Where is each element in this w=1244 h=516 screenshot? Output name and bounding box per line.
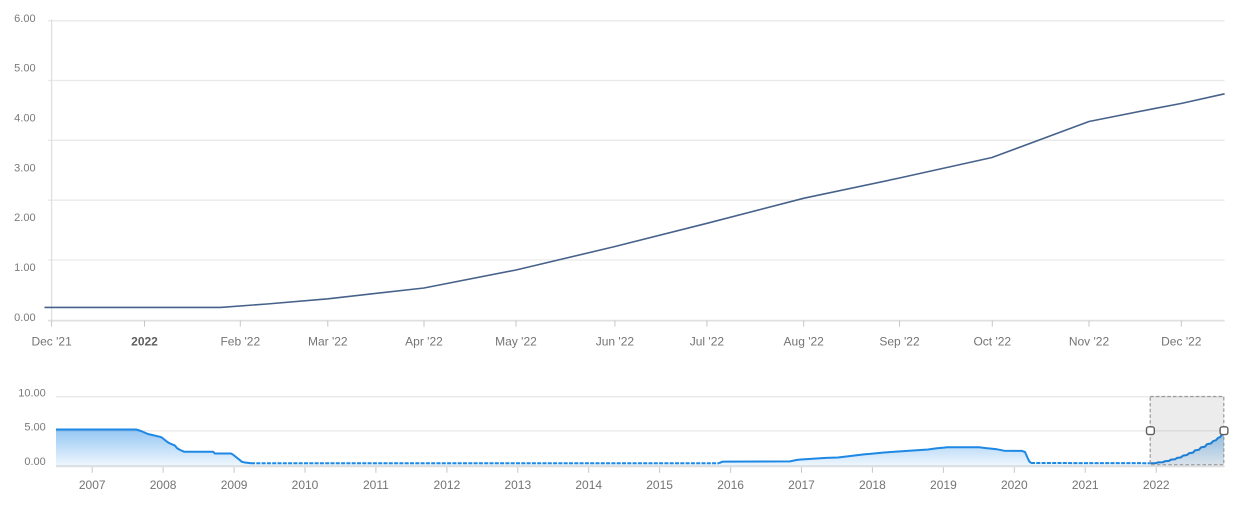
svg-text:2008: 2008 xyxy=(150,478,177,492)
svg-text:2014: 2014 xyxy=(575,478,602,492)
svg-text:2021: 2021 xyxy=(1072,478,1099,492)
svg-text:Nov '22: Nov '22 xyxy=(1069,335,1110,349)
svg-text:Jul '22: Jul '22 xyxy=(690,335,725,349)
svg-text:0.00: 0.00 xyxy=(14,312,35,324)
svg-text:5.00: 5.00 xyxy=(14,63,35,75)
svg-text:Jun '22: Jun '22 xyxy=(596,335,635,349)
svg-text:2017: 2017 xyxy=(788,478,815,492)
svg-text:Apr '22: Apr '22 xyxy=(405,335,443,349)
svg-text:2022: 2022 xyxy=(1143,478,1170,492)
svg-text:2016: 2016 xyxy=(717,478,744,492)
svg-text:3.00: 3.00 xyxy=(14,162,35,174)
svg-text:Oct '22: Oct '22 xyxy=(973,335,1011,349)
svg-text:2015: 2015 xyxy=(646,478,673,492)
svg-text:Mar '22: Mar '22 xyxy=(308,335,348,349)
svg-text:4.00: 4.00 xyxy=(14,113,35,125)
svg-text:Sep '22: Sep '22 xyxy=(879,335,920,349)
svg-text:2012: 2012 xyxy=(434,478,461,492)
svg-text:10.00: 10.00 xyxy=(18,387,46,399)
svg-text:0.00: 0.00 xyxy=(24,456,45,468)
svg-text:May '22: May '22 xyxy=(495,335,537,349)
svg-text:2013: 2013 xyxy=(504,478,531,492)
svg-text:6.00: 6.00 xyxy=(14,13,35,25)
svg-text:2018: 2018 xyxy=(859,478,886,492)
svg-text:1.00: 1.00 xyxy=(14,262,35,274)
svg-text:5.00: 5.00 xyxy=(24,421,45,433)
svg-text:2007: 2007 xyxy=(79,478,106,492)
svg-text:Dec '22: Dec '22 xyxy=(1161,335,1202,349)
svg-text:Dec '21: Dec '21 xyxy=(31,335,72,349)
svg-text:2022: 2022 xyxy=(131,335,158,349)
svg-text:Aug '22: Aug '22 xyxy=(784,335,825,349)
svg-text:Feb '22: Feb '22 xyxy=(220,335,260,349)
svg-text:2011: 2011 xyxy=(363,478,389,492)
svg-text:2020: 2020 xyxy=(1001,478,1028,492)
svg-text:2019: 2019 xyxy=(930,478,957,492)
svg-text:2010: 2010 xyxy=(292,478,319,492)
svg-text:2.00: 2.00 xyxy=(14,212,35,224)
svg-text:2009: 2009 xyxy=(221,478,248,492)
